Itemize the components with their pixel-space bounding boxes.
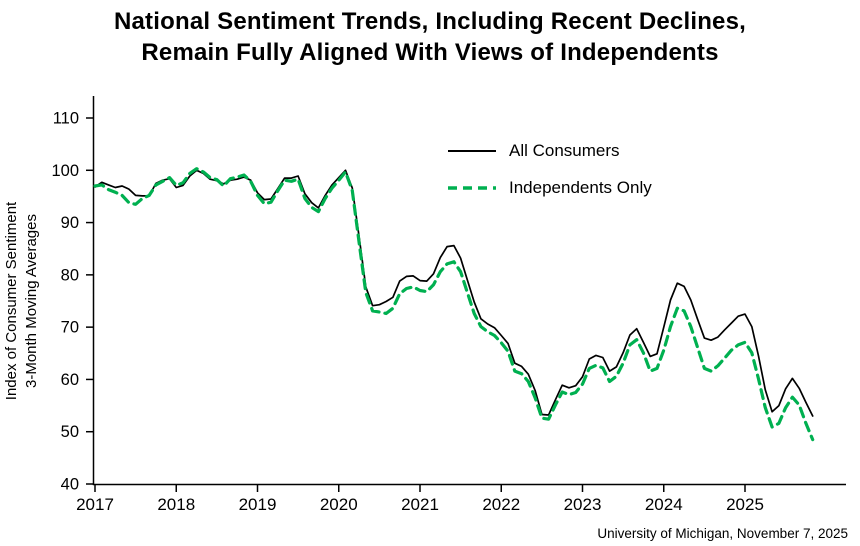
y-tick-label: 110 [53, 110, 79, 128]
all-consumers-line-swatch [448, 150, 496, 152]
chart-title: National Sentiment Trends, Including Rec… [0, 7, 860, 68]
x-tick-label: 2025 [726, 495, 764, 514]
y-tick-label: 100 [51, 162, 79, 180]
x-tick-label: 2024 [645, 495, 683, 514]
y-tick-label: 40 [61, 476, 79, 494]
legend-item-all-consumers: All Consumers [446, 140, 652, 162]
x-tick-label: 2023 [564, 495, 602, 514]
x-tick-label: 2018 [157, 495, 195, 514]
series-line-all-consumers [94, 169, 814, 417]
legend-label-all-consumers: All Consumers [509, 141, 620, 160]
legend: All Consumers Independents Only [446, 140, 652, 199]
y-tick-label: 70 [61, 319, 79, 337]
y-tick-label: 90 [61, 214, 79, 232]
y-tick-label: 50 [61, 423, 79, 441]
chart-title-line1: National Sentiment Trends, Including Rec… [113, 8, 747, 35]
x-tick-label: 2017 [76, 495, 114, 514]
chart-title-line2: Remain Fully Aligned With Views of Indep… [141, 38, 719, 66]
y-tick-label: 60 [61, 371, 79, 389]
x-tick-label: 2019 [239, 495, 277, 514]
legend-item-independents-only: Independents Only [446, 177, 652, 199]
y-tick-label: 80 [61, 266, 79, 284]
x-tick-label: 2020 [320, 495, 358, 514]
x-tick-label: 2021 [401, 495, 439, 514]
independents-only-line-swatch [448, 186, 496, 190]
series-line-independents-only [93, 167, 815, 442]
x-tick-label: 2022 [482, 495, 520, 514]
legend-label-independents-only: Independents Only [509, 178, 652, 197]
source-note: University of Michigan, November 7, 2025 [597, 526, 848, 541]
